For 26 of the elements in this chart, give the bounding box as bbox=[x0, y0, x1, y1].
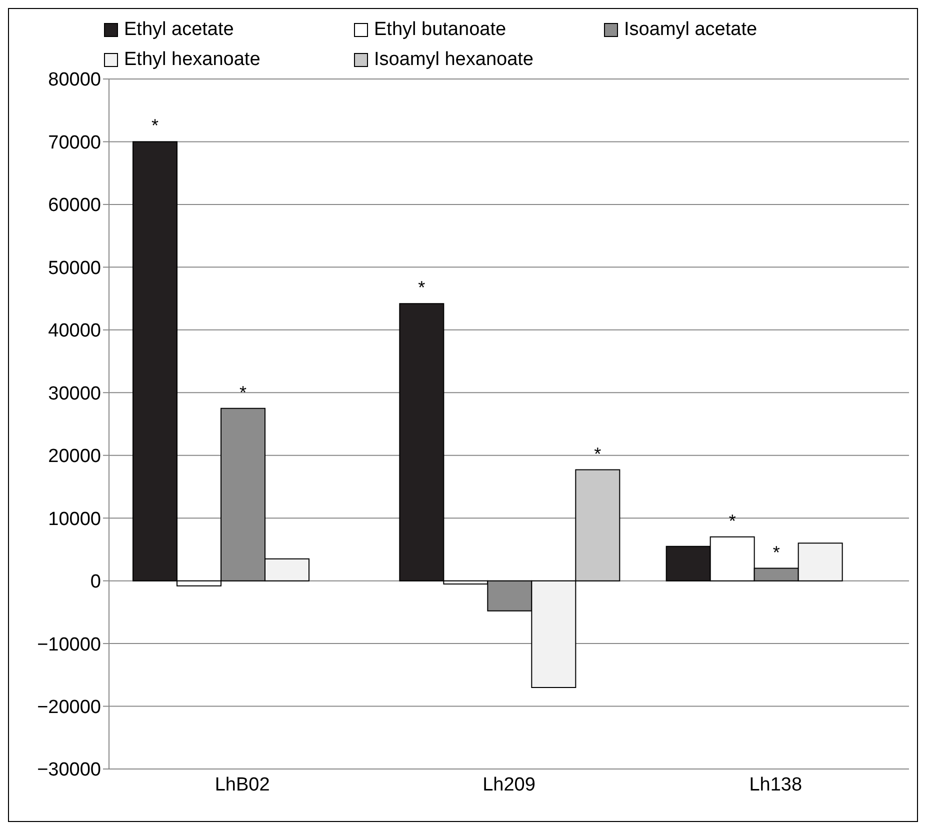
y-tick-label: 10000 bbox=[48, 508, 101, 530]
data-label: * bbox=[151, 116, 159, 136]
y-tick-label: −30000 bbox=[37, 760, 101, 781]
data-label: * bbox=[728, 510, 736, 531]
y-tick-label: 50000 bbox=[48, 258, 101, 279]
y-tick-label: 60000 bbox=[48, 195, 101, 216]
data-label: * bbox=[239, 382, 247, 402]
y-tick-label: −20000 bbox=[37, 697, 101, 718]
legend-label: Isoamyl hexanoate bbox=[374, 49, 534, 71]
y-tick-label: 30000 bbox=[48, 383, 101, 404]
x-tick-label: Lh138 bbox=[749, 774, 802, 796]
legend-label: Ethyl acetate bbox=[124, 19, 234, 41]
y-tick-label: 0 bbox=[90, 572, 101, 593]
y-tick-label: −10000 bbox=[37, 634, 101, 656]
data-label: * bbox=[772, 542, 780, 562]
legend-label: Isoamyl acetate bbox=[624, 19, 758, 41]
y-tick-label: 70000 bbox=[48, 132, 101, 154]
data-label: * bbox=[594, 444, 602, 464]
x-tick-label: Lh209 bbox=[482, 774, 536, 796]
legend-label: Ethyl hexanoate bbox=[124, 49, 260, 71]
y-tick-label: 40000 bbox=[48, 320, 101, 342]
y-tick-label: 80000 bbox=[48, 70, 101, 91]
data-label: * bbox=[418, 278, 426, 298]
legend-label: Ethyl butanoate bbox=[374, 19, 506, 41]
y-tick-label: 20000 bbox=[48, 446, 101, 468]
x-tick-label: LhB02 bbox=[214, 774, 270, 796]
